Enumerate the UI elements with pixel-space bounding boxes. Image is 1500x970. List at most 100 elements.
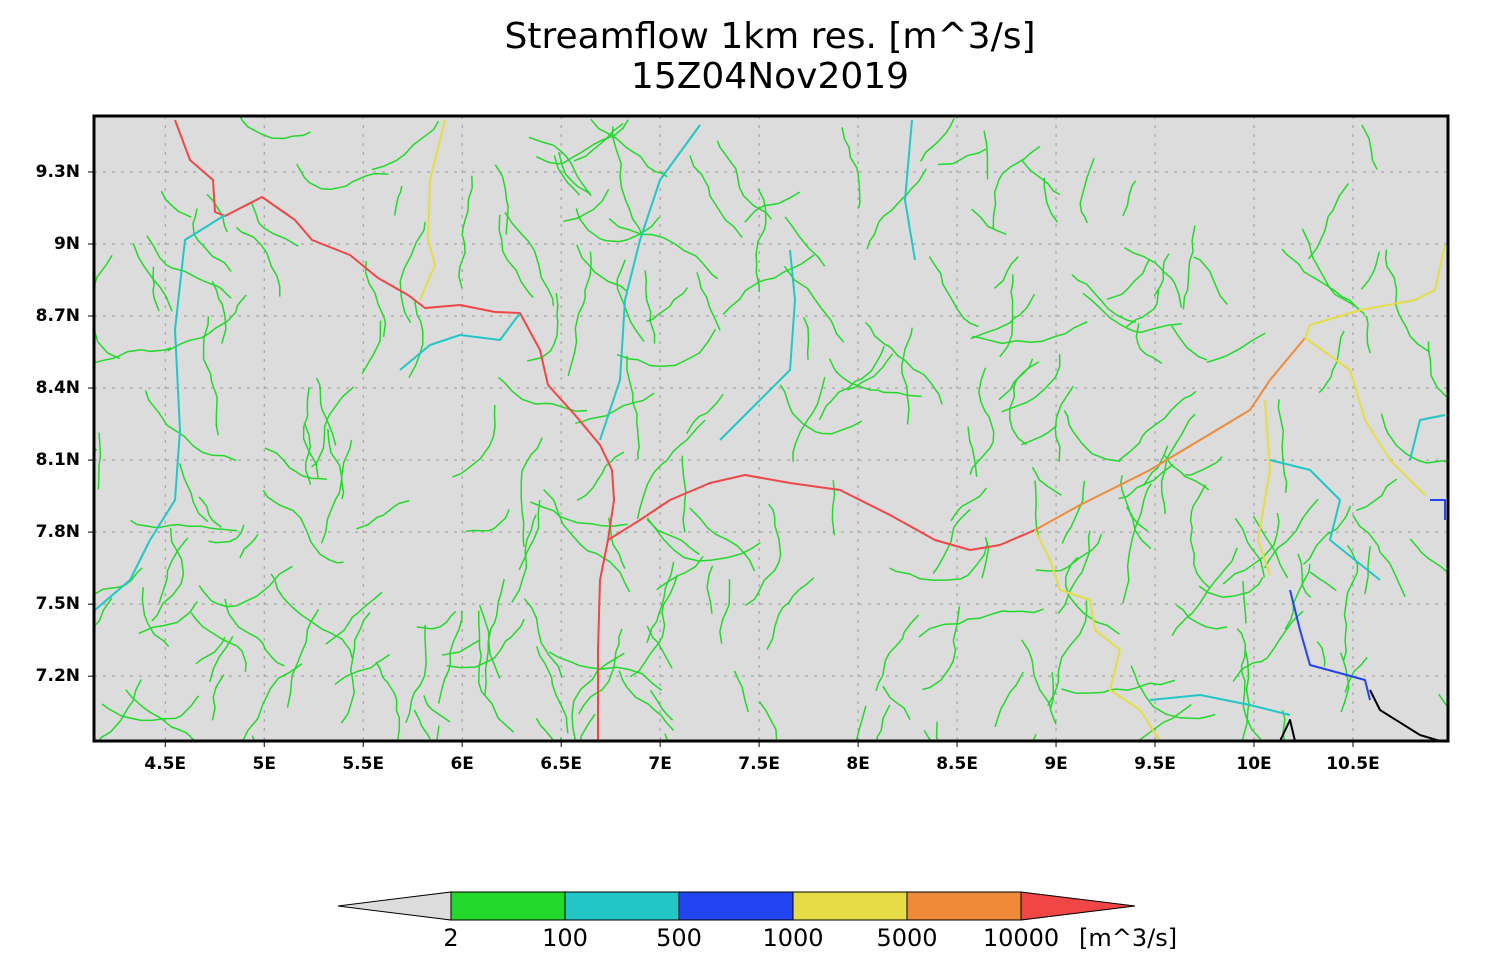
stream (405, 624, 427, 724)
river (1034, 337, 1306, 531)
stream (320, 428, 343, 544)
stream (528, 136, 592, 197)
x-tick-label: 9E (1044, 754, 1067, 774)
stream (969, 367, 995, 475)
stream (178, 463, 209, 523)
stream (198, 496, 222, 528)
stream (590, 118, 668, 178)
river (1304, 337, 1426, 496)
stream (239, 116, 311, 140)
stream (626, 355, 640, 460)
stream (1234, 517, 1266, 578)
stream (1182, 225, 1196, 310)
x-tick-label: 10E (1236, 754, 1271, 774)
stream (364, 260, 387, 338)
stream (1032, 734, 1037, 741)
colorbar-label: 100 (542, 924, 588, 952)
stream (1082, 292, 1182, 334)
stream (792, 377, 826, 462)
stream (286, 609, 320, 708)
stream (1034, 480, 1040, 539)
stream (706, 565, 714, 614)
colorbar-label: 500 (656, 924, 702, 952)
stream (646, 518, 700, 556)
stream (132, 243, 173, 312)
stream (251, 735, 255, 741)
stream (922, 606, 961, 691)
stream (646, 287, 689, 323)
colorbar-label: 2 (443, 924, 458, 952)
boundary (1279, 689, 1441, 741)
stream (94, 254, 121, 360)
colorbar-label: 5000 (876, 924, 937, 952)
stream (262, 489, 344, 564)
stream (983, 130, 989, 180)
river (1034, 529, 1161, 741)
colorbar-box (450, 891, 566, 921)
stream (577, 628, 623, 715)
stream (416, 610, 457, 630)
stream (1061, 679, 1176, 695)
stream (553, 155, 581, 196)
stream (530, 501, 628, 527)
stream (94, 347, 172, 364)
stream (1384, 249, 1431, 353)
stream (146, 235, 232, 299)
stream (340, 611, 371, 724)
y-tick-label: 8.1N (36, 450, 80, 470)
stream (224, 598, 285, 667)
stream (937, 148, 987, 166)
stream (446, 618, 525, 669)
stream (498, 214, 534, 298)
stream (575, 208, 660, 243)
y-tick-label: 9N (54, 234, 80, 254)
stream (1054, 385, 1074, 462)
stream (535, 718, 555, 741)
river (419, 119, 446, 301)
x-tick-label: 5E (253, 754, 276, 774)
stream (1171, 325, 1208, 361)
stream (689, 507, 756, 572)
stream (1355, 478, 1398, 512)
stream (950, 487, 988, 522)
ticks: 4.5E 5E 5.5E 6E 6.5E 7E 7.5E 8E 8.5E 9E 9.5E 10E 10.… (36, 162, 1380, 774)
stream (1302, 505, 1352, 565)
stream (1020, 159, 1061, 196)
stream (882, 685, 911, 720)
stream (1352, 514, 1406, 598)
stream (423, 695, 451, 723)
stream (1171, 547, 1238, 636)
stream (315, 377, 337, 446)
stream (1125, 288, 1160, 328)
stream (206, 193, 228, 233)
stream (1446, 611, 1448, 621)
stream (399, 221, 426, 324)
stream (393, 185, 403, 216)
stream (1409, 538, 1448, 574)
stream (828, 358, 922, 398)
colorbar-label: 1000 (762, 924, 823, 952)
river (1304, 244, 1446, 339)
x-tick-label: 6E (450, 754, 473, 774)
colorbar-box (792, 891, 908, 921)
colorbar-box (564, 891, 680, 921)
stream (999, 274, 1014, 358)
stream (716, 140, 772, 220)
stream (1175, 604, 1228, 630)
stream (1061, 480, 1086, 544)
x-tick-label: 8E (846, 754, 869, 774)
stream (681, 455, 687, 533)
stream (1427, 341, 1448, 399)
stream (722, 254, 815, 315)
stream (1135, 323, 1163, 365)
stream (901, 327, 913, 425)
stream (340, 439, 353, 500)
stream (755, 188, 767, 293)
stream (361, 320, 382, 375)
stream (971, 208, 1007, 235)
stream (334, 653, 390, 685)
colorbar-box (678, 891, 794, 921)
stream (1309, 571, 1337, 592)
stream (101, 695, 200, 722)
